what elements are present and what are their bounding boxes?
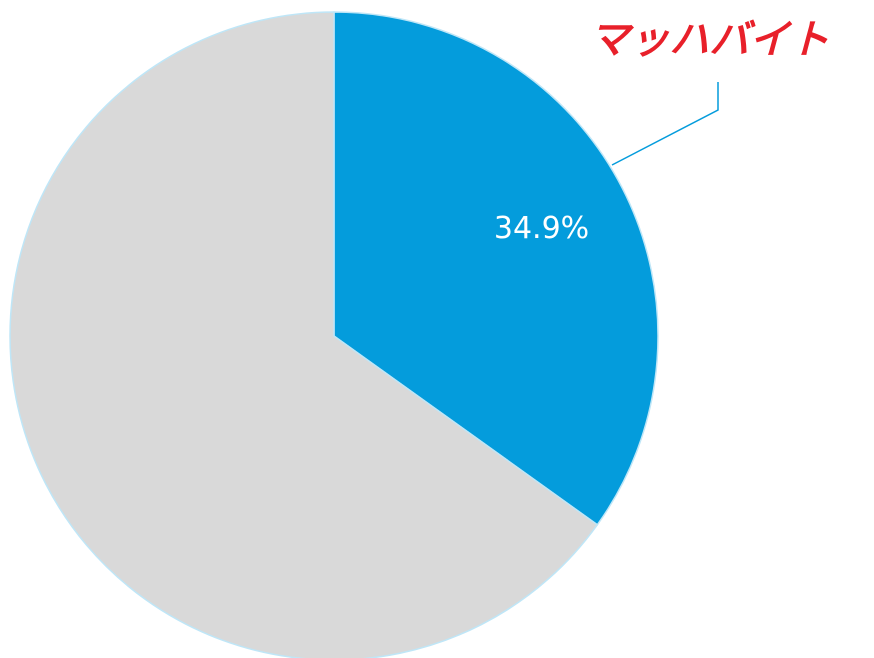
leader-line xyxy=(611,82,719,166)
data-label: 34.9% xyxy=(494,211,589,246)
pie-slice xyxy=(333,11,659,526)
pie-slice xyxy=(9,11,599,658)
category-logo: マッハバイト xyxy=(586,15,839,62)
